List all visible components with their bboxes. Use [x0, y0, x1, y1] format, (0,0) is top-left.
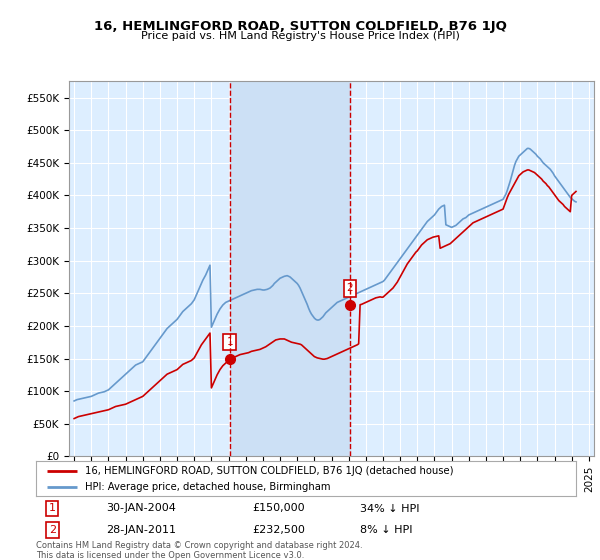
Text: 1: 1 [227, 337, 233, 347]
Text: 2: 2 [347, 283, 353, 293]
Text: 34% ↓ HPI: 34% ↓ HPI [360, 503, 419, 514]
Bar [230, 81, 350, 456]
Text: 28-JAN-2011: 28-JAN-2011 [106, 525, 176, 535]
Text: Contains HM Land Registry data © Crown copyright and database right 2024.
This d: Contains HM Land Registry data © Crown c… [36, 541, 362, 560]
Text: 2: 2 [49, 525, 56, 535]
Text: HPI: Average price, detached house, Birmingham: HPI: Average price, detached house, Birm… [85, 482, 330, 492]
Text: 8% ↓ HPI: 8% ↓ HPI [360, 525, 413, 535]
Text: 16, HEMLINGFORD ROAD, SUTTON COLDFIELD, B76 1JQ: 16, HEMLINGFORD ROAD, SUTTON COLDFIELD, … [94, 20, 506, 32]
Text: £150,000: £150,000 [252, 503, 305, 514]
Text: 1: 1 [49, 503, 56, 514]
Text: 30-JAN-2004: 30-JAN-2004 [106, 503, 176, 514]
Text: Price paid vs. HM Land Registry's House Price Index (HPI): Price paid vs. HM Land Registry's House … [140, 31, 460, 41]
Text: 16, HEMLINGFORD ROAD, SUTTON COLDFIELD, B76 1JQ (detached house): 16, HEMLINGFORD ROAD, SUTTON COLDFIELD, … [85, 465, 453, 475]
Text: £232,500: £232,500 [252, 525, 305, 535]
